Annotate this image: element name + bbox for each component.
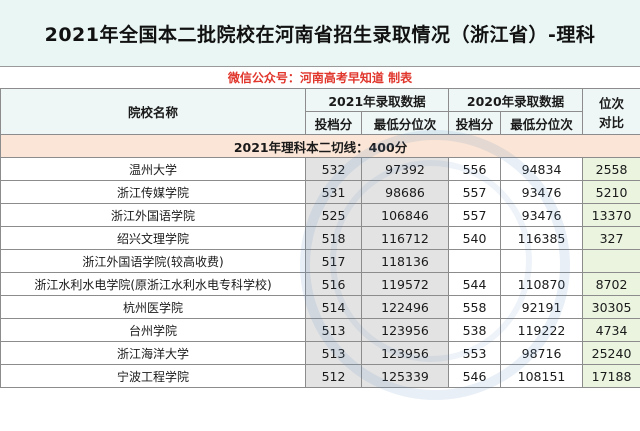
score-2021-cell: 517 — [305, 249, 362, 273]
rank-diff-cell: 25240 — [582, 341, 640, 365]
table-row: 浙江海洋大学 513 123956 553 98716 25240 — [0, 341, 640, 365]
score-2021-cell: 525 — [305, 203, 362, 227]
min-rank-2020-cell: 94834 — [500, 157, 584, 181]
school-name-header: 院校名称 — [0, 88, 306, 135]
score-2021-cell: 531 — [305, 180, 362, 204]
min-rank-2021-cell: 97392 — [360, 157, 450, 181]
table-row: 温州大学 532 97392 556 94834 2558 — [0, 157, 640, 181]
min-rank-2020-cell: 119222 — [500, 318, 584, 342]
score-2020-cell: 544 — [448, 272, 502, 296]
table-row: 宁波工程学院 512 125339 546 108151 17188 — [0, 364, 640, 388]
score-2020-header: 投档分 — [448, 111, 502, 135]
rank-compare-line2: 对比 — [599, 114, 625, 130]
admission-table: 院校名称 2021年录取数据 2020年录取数据 位次 对比 投档分 最低分位次… — [0, 88, 640, 388]
school-name-cell: 浙江水利水电学院(原浙江水利水电专科学校) — [0, 272, 306, 296]
year-2020-header: 2020年录取数据 — [448, 88, 584, 112]
score-2021-cell: 518 — [305, 226, 362, 250]
score-2021-cell: 532 — [305, 157, 362, 181]
score-2021-cell: 513 — [305, 318, 362, 342]
min-rank-2020-cell: 110870 — [500, 272, 584, 296]
table-row: 浙江传媒学院 531 98686 557 93476 5210 — [0, 180, 640, 204]
score-2021-cell: 514 — [305, 295, 362, 319]
score-2020-cell — [448, 249, 502, 273]
min-rank-2021-cell: 122496 — [360, 295, 450, 319]
rank-diff-cell: 8702 — [582, 272, 640, 296]
score-2020-cell: 546 — [448, 364, 502, 388]
score-2020-cell: 558 — [448, 295, 502, 319]
school-name-cell: 杭州医学院 — [0, 295, 306, 319]
table-row: 台州学院 513 123956 538 119222 4734 — [0, 318, 640, 342]
min-rank-2021-cell: 106846 — [360, 203, 450, 227]
school-name-cell: 温州大学 — [0, 157, 306, 181]
table-row: 绍兴文理学院 518 116712 540 116385 327 — [0, 226, 640, 250]
score-2020-cell: 557 — [448, 180, 502, 204]
rank-diff-cell: 30305 — [582, 295, 640, 319]
score-2020-cell: 553 — [448, 341, 502, 365]
min-rank-2020-header: 最低分位次 — [500, 111, 584, 135]
table-row: 浙江外国语学院(较高收费) 517 118136 — [0, 249, 640, 273]
score-2020-cell: 540 — [448, 226, 502, 250]
rank-diff-cell: 5210 — [582, 180, 640, 204]
school-name-cell: 浙江外国语学院 — [0, 203, 306, 227]
min-rank-2021-cell: 98686 — [360, 180, 450, 204]
min-rank-2020-cell: 108151 — [500, 364, 584, 388]
year-2021-header: 2021年录取数据 — [304, 88, 450, 112]
table-row: 浙江水利水电学院(原浙江水利水电专科学校) 516 119572 544 110870 8… — [0, 272, 640, 296]
score-2020-cell: 538 — [448, 318, 502, 342]
rank-diff-cell — [582, 249, 640, 273]
rank-diff-cell: 13370 — [582, 203, 640, 227]
cutoff-line-text: 2021年理科本二切线：400分 — [0, 134, 640, 158]
min-rank-2021-cell: 123956 — [360, 341, 450, 365]
school-name-cell: 浙江传媒学院 — [0, 180, 306, 204]
min-rank-2020-cell: 93476 — [500, 203, 584, 227]
credit-line: 微信公众号：河南高考早知道 制表 — [0, 67, 640, 89]
school-name-cell: 浙江外国语学院(较高收费) — [0, 249, 306, 273]
page-title: 2021年全国本二批院校在河南省招生录取情况（浙江省）-理科 — [0, 0, 640, 67]
rank-compare-line1: 位次 — [599, 95, 625, 111]
score-2020-cell: 556 — [448, 157, 502, 181]
school-name-cell: 浙江海洋大学 — [0, 341, 306, 365]
score-2021-cell: 513 — [305, 341, 362, 365]
score-2021-cell: 516 — [305, 272, 362, 296]
school-name-cell: 绍兴文理学院 — [0, 226, 306, 250]
rank-diff-cell: 17188 — [582, 364, 640, 388]
min-rank-2020-cell: 93476 — [500, 180, 584, 204]
table-row: 杭州医学院 514 122496 558 92191 30305 — [0, 295, 640, 319]
min-rank-2020-cell — [500, 249, 584, 273]
school-name-cell: 台州学院 — [0, 318, 306, 342]
min-rank-2021-cell: 123956 — [360, 318, 450, 342]
school-name-cell: 宁波工程学院 — [0, 364, 306, 388]
rank-compare-header: 位次 对比 — [582, 88, 640, 135]
rank-diff-cell: 4734 — [582, 318, 640, 342]
rank-diff-cell: 2558 — [582, 157, 640, 181]
cutoff-row: 2021年理科本二切线：400分 — [0, 134, 640, 158]
rank-diff-cell: 327 — [582, 226, 640, 250]
min-rank-2021-header: 最低分位次 — [360, 111, 450, 135]
min-rank-2020-cell: 92191 — [500, 295, 584, 319]
min-rank-2021-cell: 118136 — [360, 249, 450, 273]
score-2021-header: 投档分 — [305, 111, 362, 135]
score-2020-cell: 557 — [448, 203, 502, 227]
min-rank-2020-cell: 98716 — [500, 341, 584, 365]
min-rank-2021-cell: 116712 — [360, 226, 450, 250]
min-rank-2020-cell: 116385 — [500, 226, 584, 250]
table-row: 浙江外国语学院 525 106846 557 93476 13370 — [0, 203, 640, 227]
header-row-1: 院校名称 2021年录取数据 2020年录取数据 位次 对比 — [0, 88, 640, 135]
min-rank-2021-cell: 119572 — [360, 272, 450, 296]
score-2021-cell: 512 — [305, 364, 362, 388]
min-rank-2021-cell: 125339 — [360, 364, 450, 388]
